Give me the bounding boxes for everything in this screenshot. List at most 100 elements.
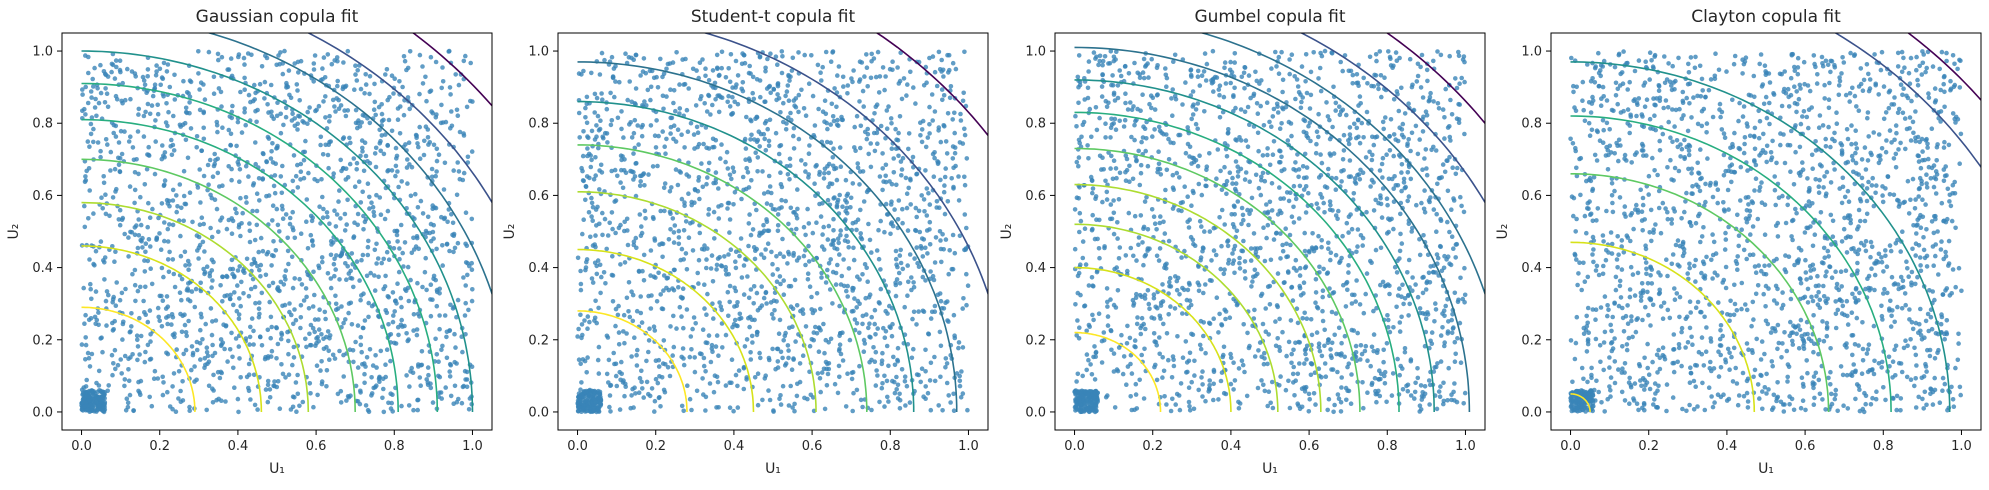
data-point	[338, 253, 343, 259]
data-point	[833, 270, 839, 276]
data-point	[434, 289, 440, 295]
data-point	[578, 361, 583, 367]
data-point	[822, 406, 828, 412]
data-point	[867, 321, 872, 327]
data-point	[724, 149, 730, 155]
data-point	[388, 332, 394, 337]
data-point	[84, 377, 89, 383]
data-point	[770, 346, 775, 352]
data-point	[860, 321, 865, 327]
data-point	[439, 102, 444, 108]
data-point	[778, 393, 783, 398]
data-point	[292, 276, 298, 281]
data-point	[82, 321, 87, 327]
data-point	[206, 182, 211, 187]
data-point	[691, 132, 697, 137]
data-point	[821, 176, 827, 181]
data-point	[433, 277, 439, 283]
data-point	[320, 194, 325, 200]
data-point	[119, 151, 125, 157]
data-point	[904, 205, 910, 211]
data-point	[860, 88, 866, 94]
data-point	[692, 146, 697, 151]
data-point	[810, 93, 816, 99]
data-point	[786, 221, 791, 227]
data-point	[324, 210, 330, 215]
data-point	[399, 403, 404, 409]
data-point	[662, 389, 668, 395]
data-point	[170, 406, 175, 412]
data-point	[608, 90, 613, 96]
data-point	[1443, 303, 1448, 309]
data-point	[110, 328, 116, 333]
data-point	[411, 312, 417, 317]
data-point	[880, 187, 885, 193]
data-point	[183, 330, 189, 335]
data-point	[580, 168, 585, 174]
data-point	[106, 383, 111, 388]
data-point	[866, 151, 871, 157]
data-point	[791, 250, 796, 256]
data-point	[604, 371, 610, 377]
data-point	[354, 259, 360, 264]
data-point	[646, 338, 652, 343]
data-point	[737, 316, 742, 322]
data-point	[102, 404, 107, 410]
data-point	[162, 238, 167, 244]
data-point	[1445, 398, 1450, 403]
data-point	[1313, 402, 1318, 407]
data-point	[961, 296, 966, 301]
data-point	[1146, 301, 1152, 307]
data-point	[622, 260, 628, 265]
data-point	[347, 135, 352, 141]
data-point	[1441, 380, 1446, 386]
data-point	[857, 99, 862, 104]
data-point	[1455, 336, 1460, 341]
data-point	[875, 326, 880, 331]
data-point	[780, 54, 785, 59]
data-point	[792, 277, 798, 283]
data-point	[1287, 232, 1293, 238]
data-point	[201, 221, 206, 227]
data-point	[928, 269, 933, 274]
data-point	[710, 136, 716, 142]
data-point	[266, 193, 272, 198]
data-point	[88, 121, 94, 127]
data-point	[1414, 202, 1419, 208]
data-point	[1431, 99, 1436, 104]
data-point	[310, 243, 316, 248]
data-point	[165, 351, 171, 357]
data-point	[947, 95, 953, 101]
data-point	[107, 213, 112, 219]
data-point	[1132, 137, 1137, 143]
data-point	[761, 255, 767, 261]
data-point	[788, 205, 794, 211]
data-point	[890, 59, 895, 64]
data-point	[1099, 360, 1105, 365]
data-point	[295, 88, 300, 93]
data-point	[877, 74, 883, 79]
data-point	[937, 329, 943, 335]
data-point	[612, 94, 617, 100]
data-point	[646, 349, 651, 355]
data-point	[921, 394, 926, 400]
y-tick-label: 0.8	[528, 117, 549, 132]
data-point	[835, 262, 840, 268]
data-point	[601, 270, 607, 275]
data-point	[1231, 247, 1237, 252]
data-point	[903, 175, 909, 181]
data-point	[368, 270, 374, 276]
data-point	[764, 219, 770, 225]
data-point	[866, 325, 871, 331]
data-point	[112, 259, 117, 265]
data-point	[122, 353, 128, 359]
data-point	[803, 113, 809, 118]
data-point	[270, 203, 276, 208]
data-point	[190, 352, 196, 358]
data-point	[923, 144, 929, 150]
data-point	[1450, 312, 1455, 317]
data-point	[448, 302, 453, 308]
data-point	[93, 96, 98, 102]
data-point	[578, 312, 583, 318]
data-point	[706, 212, 711, 217]
